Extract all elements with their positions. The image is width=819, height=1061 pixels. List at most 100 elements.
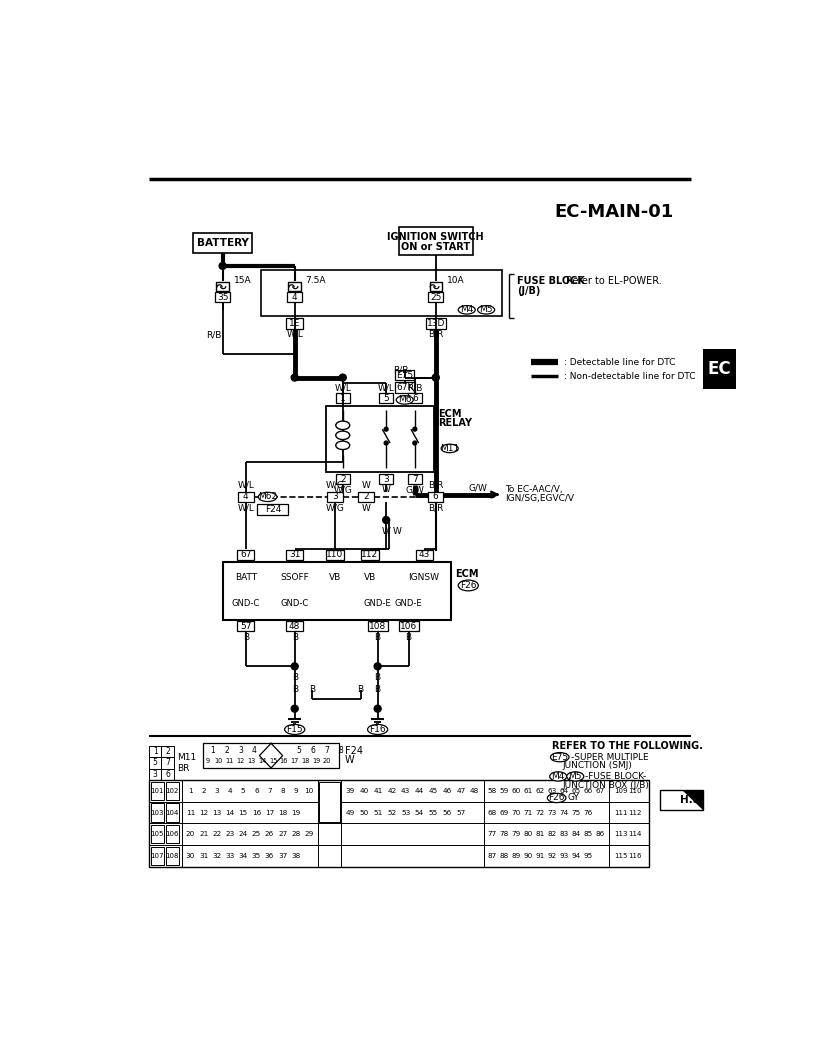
Text: F15: F15 [286, 725, 303, 734]
Text: 15A: 15A [233, 276, 251, 285]
Text: E75: E75 [396, 370, 413, 380]
Text: H.S.: H.S. [679, 795, 704, 804]
Bar [659, 789, 702, 810]
Text: W/L: W/L [334, 383, 351, 393]
Circle shape [382, 517, 389, 523]
Text: 108: 108 [369, 622, 386, 631]
Text: 6: 6 [165, 770, 170, 779]
Text: FUSE BLOCK: FUSE BLOCK [517, 276, 584, 286]
Bar [257, 504, 288, 515]
Text: 3: 3 [215, 788, 219, 794]
Text: W/G: W/G [325, 504, 344, 512]
Text: BATT: BATT [234, 573, 256, 582]
Text: 8: 8 [280, 788, 285, 794]
Text: IGNSW: IGNSW [408, 573, 439, 582]
Text: 57: 57 [455, 810, 465, 816]
Text: B/R: B/R [428, 504, 443, 512]
Text: 65: 65 [571, 788, 580, 794]
Text: 59: 59 [499, 788, 508, 794]
Bar [358, 491, 373, 502]
Text: 44: 44 [414, 788, 423, 794]
Text: 49: 49 [346, 810, 355, 816]
Bar [165, 803, 179, 822]
Text: (J/B): (J/B) [517, 285, 540, 296]
Text: 70: 70 [511, 810, 520, 816]
Text: 24: 24 [238, 831, 247, 837]
Text: 19: 19 [291, 810, 300, 816]
Text: 31: 31 [199, 853, 208, 858]
Text: 7: 7 [411, 474, 417, 484]
Text: 39: 39 [346, 788, 355, 794]
Circle shape [339, 375, 346, 381]
Bar [429, 282, 441, 292]
Text: F26: F26 [548, 794, 564, 802]
Text: M62: M62 [258, 492, 277, 502]
Text: 56: 56 [441, 810, 451, 816]
Bar [149, 780, 648, 867]
Text: 89: 89 [511, 853, 520, 858]
Text: 3: 3 [382, 474, 388, 484]
Text: RELAY: RELAY [437, 418, 472, 428]
Text: 108: 108 [165, 853, 179, 858]
Text: 31: 31 [288, 551, 300, 559]
Text: R/B: R/B [392, 365, 408, 375]
Ellipse shape [550, 752, 568, 762]
Text: 53: 53 [400, 810, 410, 816]
Text: 112: 112 [627, 810, 640, 816]
Text: 19: 19 [312, 758, 320, 764]
Text: 80: 80 [523, 831, 532, 837]
Text: 4: 4 [251, 746, 256, 754]
Text: 67K: 67K [396, 383, 413, 393]
Text: B: B [357, 685, 363, 694]
Ellipse shape [367, 725, 387, 734]
Text: M5: M5 [479, 306, 492, 314]
Text: 52: 52 [387, 810, 396, 816]
Text: 18: 18 [301, 758, 310, 764]
Text: 74: 74 [559, 810, 568, 816]
Text: 35: 35 [216, 293, 229, 302]
Text: 16: 16 [279, 758, 287, 764]
Text: B: B [308, 685, 314, 694]
Text: 57: 57 [240, 622, 251, 631]
Bar [360, 550, 378, 559]
Text: 4: 4 [242, 492, 248, 502]
Text: 2: 2 [165, 747, 170, 755]
Text: 17: 17 [290, 758, 298, 764]
Bar [428, 491, 443, 502]
Bar [161, 746, 174, 758]
Text: 60: 60 [511, 788, 520, 794]
Text: 69: 69 [499, 810, 508, 816]
Text: 41: 41 [373, 788, 382, 794]
Text: BR: BR [177, 764, 189, 773]
Bar [261, 269, 501, 316]
Text: 14: 14 [225, 810, 234, 816]
Circle shape [413, 428, 416, 431]
Text: W/G: W/G [325, 481, 344, 490]
Text: B: B [374, 685, 380, 694]
Bar [428, 293, 443, 302]
Text: W/L: W/L [238, 504, 254, 512]
Text: 94: 94 [571, 853, 580, 858]
Text: 72: 72 [535, 810, 544, 816]
Bar [378, 474, 392, 484]
Text: GND-E: GND-E [364, 598, 391, 608]
Ellipse shape [441, 445, 458, 453]
Text: 6: 6 [411, 394, 417, 403]
Ellipse shape [549, 771, 566, 781]
Bar [702, 349, 735, 389]
Circle shape [373, 706, 381, 712]
Text: 5: 5 [382, 394, 388, 403]
Text: JUNCTION (SMJ): JUNCTION (SMJ) [562, 761, 632, 770]
Text: GY: GY [567, 794, 579, 802]
Text: 33: 33 [225, 853, 234, 858]
Text: 87: 87 [487, 853, 496, 858]
Bar [325, 406, 434, 471]
Bar [286, 622, 303, 631]
Text: 2: 2 [363, 492, 369, 502]
Text: 2: 2 [340, 474, 345, 484]
Text: B: B [292, 685, 297, 694]
Text: 51: 51 [373, 810, 382, 816]
Text: VB: VB [364, 573, 376, 582]
Text: B/R: B/R [428, 330, 443, 338]
Text: 35: 35 [251, 853, 260, 858]
